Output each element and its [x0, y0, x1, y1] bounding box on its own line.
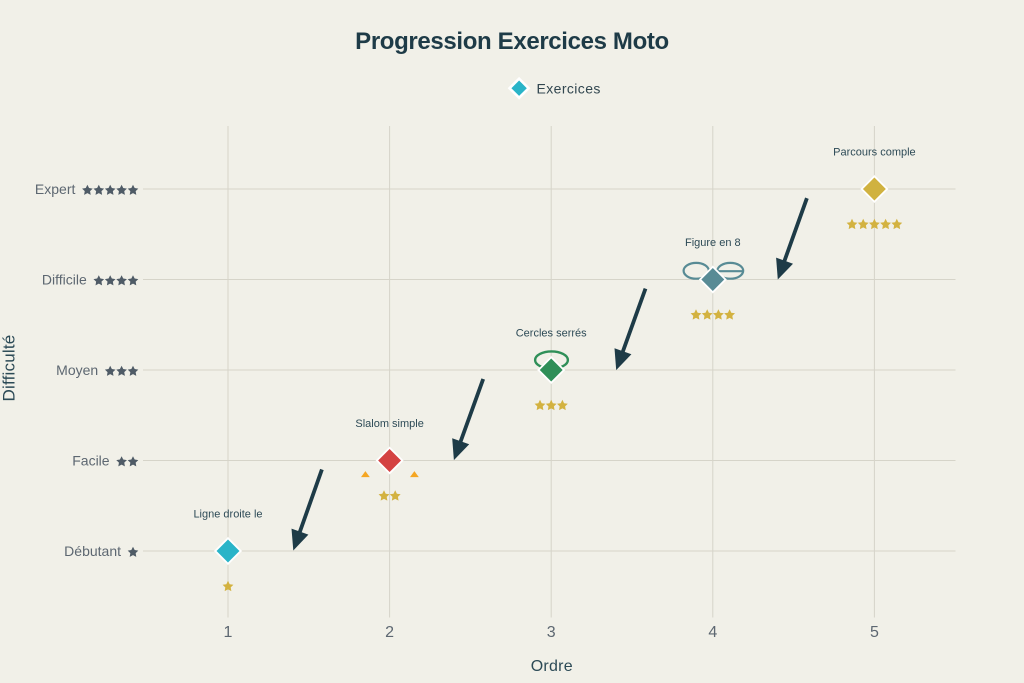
- svg-text:Ligne droite le: Ligne droite le: [193, 509, 262, 521]
- svg-text:Slalom simple: Slalom simple: [355, 418, 423, 430]
- svg-text:Moyen: Moyen: [56, 362, 98, 378]
- svg-text:Débutant: Débutant: [64, 543, 121, 559]
- svg-text:Difficulté: Difficulté: [0, 335, 19, 402]
- svg-text:Difficile: Difficile: [42, 272, 87, 288]
- svg-text:5: 5: [870, 624, 879, 641]
- svg-text:3: 3: [547, 624, 556, 641]
- svg-text:Figure en 8: Figure en 8: [685, 237, 741, 249]
- svg-text:Ordre: Ordre: [531, 658, 573, 675]
- svg-text:4: 4: [708, 624, 717, 641]
- svg-text:Parcours comple: Parcours comple: [833, 147, 916, 159]
- svg-text:Cercles serrés: Cercles serrés: [516, 328, 587, 340]
- svg-text:Exercices: Exercices: [537, 81, 601, 97]
- svg-text:Expert: Expert: [35, 181, 76, 197]
- svg-text:1: 1: [224, 624, 233, 641]
- svg-text:Progression Exercices Moto: Progression Exercices Moto: [355, 28, 669, 55]
- svg-text:Facile: Facile: [72, 453, 110, 469]
- svg-text:2: 2: [385, 624, 394, 641]
